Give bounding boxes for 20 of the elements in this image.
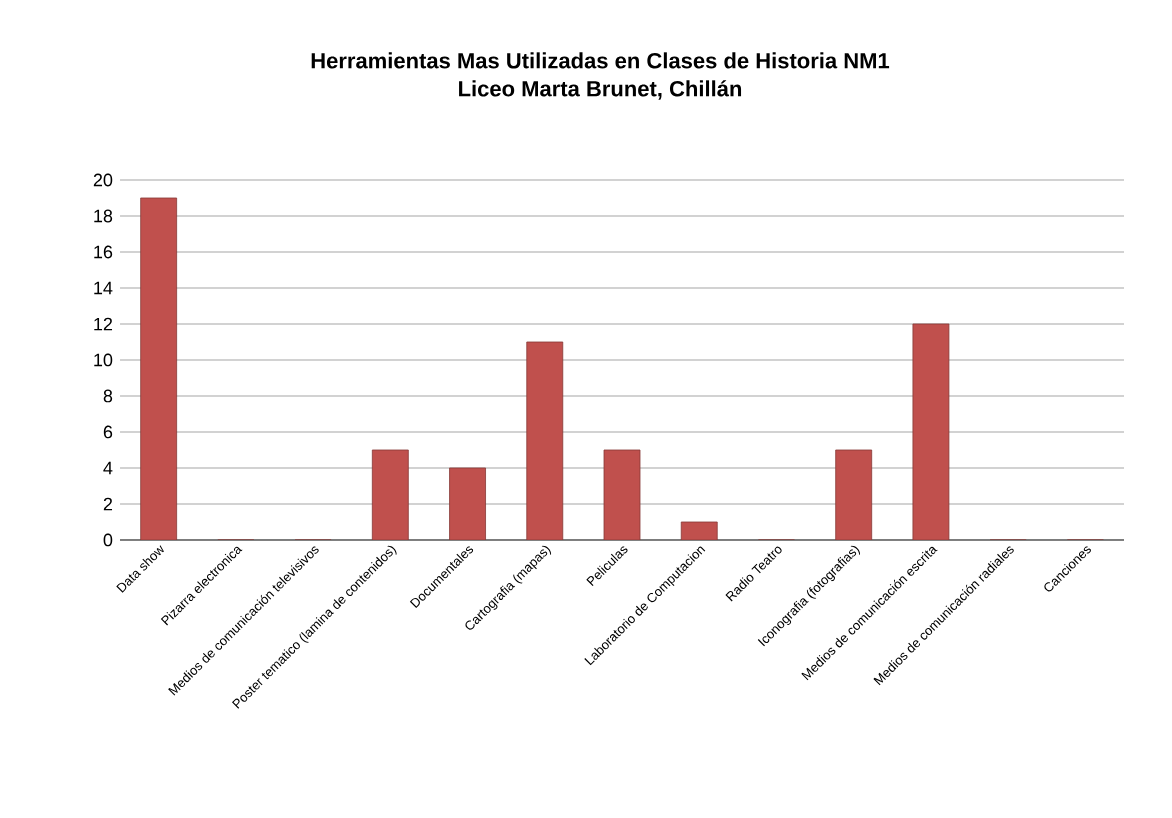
y-tick-label: 10 xyxy=(94,353,113,367)
y-tick-label: 20 xyxy=(93,173,113,187)
bar xyxy=(603,449,641,540)
y-tick-label: 12 xyxy=(94,317,113,331)
y-tick-label: 8 xyxy=(103,389,113,403)
y-tick-label: 0 xyxy=(103,533,113,547)
bar xyxy=(449,467,486,540)
y-tick-label: 14 xyxy=(94,281,113,295)
chart-title: Herramientas Mas Utilizadas en Clases de Historia NM1 xyxy=(311,52,890,69)
y-tick-label: 18 xyxy=(94,209,113,223)
bar xyxy=(140,197,178,540)
y-tick-label: 2 xyxy=(103,497,113,511)
bar xyxy=(912,323,950,540)
bar xyxy=(371,449,409,540)
y-tick-label: 4 xyxy=(103,461,113,475)
bar xyxy=(526,341,564,540)
chart-subtitle: Liceo Marta Brunet, Chillán xyxy=(459,80,742,100)
bar xyxy=(835,449,873,540)
y-tick-label: 6 xyxy=(103,425,113,439)
y-tick-label: 16 xyxy=(94,245,113,259)
